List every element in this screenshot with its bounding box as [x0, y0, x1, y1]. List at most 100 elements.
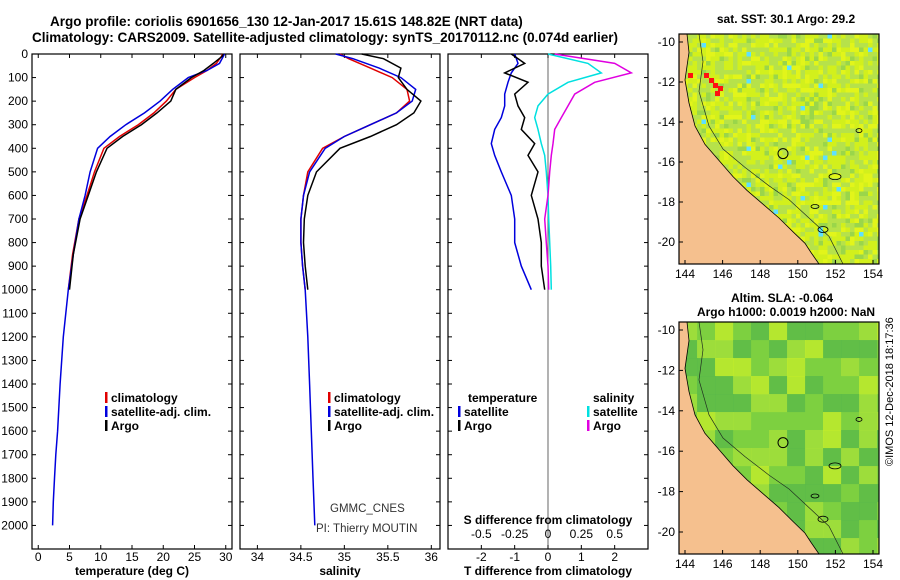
ocean-cell — [850, 79, 855, 84]
ocean-cell — [733, 47, 738, 53]
ocean-cell — [706, 137, 711, 143]
ocean-cell — [769, 358, 788, 377]
ocean-cell — [760, 155, 765, 161]
ocean-cell — [751, 466, 770, 485]
ocean-cell — [818, 61, 824, 66]
ocean-cell — [737, 119, 743, 125]
ocean-cell — [805, 358, 824, 377]
ocean-cell — [701, 52, 707, 57]
ocean-cell — [859, 47, 864, 53]
ocean-cell — [773, 205, 779, 210]
legend-label: climatology — [111, 391, 178, 405]
map-x-tick-label: 150 — [788, 267, 808, 281]
ocean-cell — [692, 74, 698, 80]
x-tick-label: 25 — [188, 550, 202, 564]
ocean-cell — [836, 79, 842, 84]
ocean-cell — [868, 79, 873, 84]
ocean-cell — [746, 97, 752, 102]
ocean-cell — [782, 106, 788, 111]
hot-cell — [688, 73, 693, 78]
ocean-cell — [805, 322, 824, 341]
ocean-cell — [787, 115, 792, 120]
ocean-cell — [841, 173, 846, 179]
ocean-cell — [809, 52, 815, 57]
ocean-cell — [841, 101, 846, 107]
ocean-cell — [715, 101, 720, 107]
legend-swatch — [105, 406, 108, 417]
ocean-cell — [751, 376, 770, 395]
ocean-cell — [742, 142, 747, 147]
ocean-cell — [697, 65, 702, 71]
ocean-cell — [872, 259, 878, 264]
ocean-cell — [868, 128, 873, 134]
ocean-cell — [733, 61, 738, 66]
ocean-cell — [755, 187, 761, 192]
ocean-cell — [827, 245, 833, 251]
ocean-cell — [832, 182, 837, 188]
hot-cell — [709, 78, 714, 83]
ocean-cell — [836, 205, 842, 210]
ocean-cell — [854, 92, 860, 98]
ocean-cell — [877, 146, 879, 152]
ocean-cell — [823, 340, 842, 359]
ocean-cell — [778, 137, 783, 143]
ocean-cell — [764, 52, 770, 57]
ocean-cell — [868, 236, 873, 242]
ocean-cell — [854, 209, 860, 215]
ocean-cell — [751, 322, 770, 341]
ocean-cell — [710, 38, 716, 44]
ocean-cell — [863, 178, 869, 183]
ocean-cell — [778, 61, 783, 66]
ocean-cell — [737, 97, 743, 102]
ocean-cell — [863, 83, 869, 89]
ocean-cell — [836, 133, 842, 138]
ocean-cell — [800, 115, 806, 120]
ocean-cell — [877, 502, 879, 521]
ocean-cell — [796, 56, 801, 62]
ocean-cell — [742, 169, 747, 174]
ocean-cell — [845, 173, 851, 179]
ocean-cell — [760, 160, 765, 165]
ocean-cell — [872, 151, 878, 156]
x-tick-label: 0 — [545, 550, 552, 564]
ocean-cell — [868, 187, 873, 192]
ocean-cell — [733, 358, 752, 377]
ocean-cell — [868, 52, 873, 57]
ocean-cell — [742, 106, 747, 111]
ocean-cell — [778, 142, 783, 147]
ocean-cell — [841, 34, 846, 39]
ocean-cell — [787, 223, 792, 228]
ocean-cell — [800, 128, 806, 134]
ocean-cell — [832, 205, 837, 210]
ocean-cell — [796, 137, 801, 143]
ocean-cell — [688, 79, 693, 84]
ocean-cell — [836, 236, 842, 242]
ocean-cell — [791, 169, 797, 174]
ocean-cell — [809, 142, 815, 147]
ocean-cell — [787, 502, 806, 521]
ocean-cell — [863, 137, 869, 143]
ocean-cell — [751, 191, 756, 197]
ocean-cell — [814, 241, 819, 246]
ocean-cell — [859, 52, 864, 57]
y-tick-label: 500 — [8, 165, 28, 179]
temperature-xlabel: temperature (deg C) — [75, 564, 189, 578]
ocean-cell — [863, 88, 869, 93]
ocean-cell — [823, 70, 828, 75]
ocean-cell — [832, 191, 837, 197]
ocean-cell — [841, 430, 860, 449]
ocean-cell — [872, 187, 878, 192]
ocean-cell — [823, 47, 828, 53]
ocean-cell — [733, 92, 738, 98]
ocean-cell — [836, 196, 842, 201]
ocean-cell — [868, 115, 873, 120]
ocean-cell — [854, 236, 860, 242]
ocean-cell — [769, 191, 774, 197]
ocean-cell — [841, 124, 846, 129]
ocean-cell — [796, 128, 801, 134]
ocean-cell — [800, 124, 806, 129]
ocean-cell — [814, 52, 819, 57]
ocean-cell — [692, 70, 698, 75]
ocean-cell — [814, 196, 819, 201]
ocean-cell — [751, 97, 756, 102]
